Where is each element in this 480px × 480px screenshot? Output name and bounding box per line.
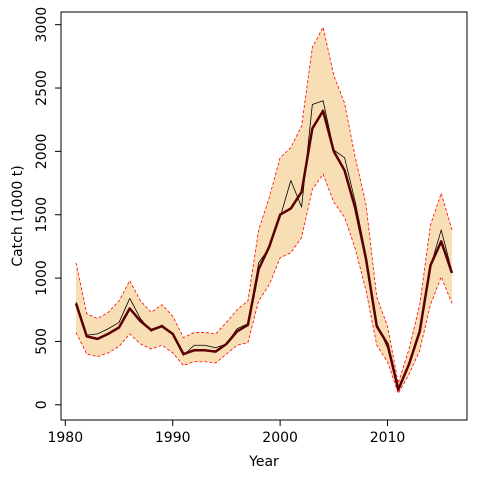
y-tick-label: 2500 bbox=[34, 70, 50, 106]
y-tick-label: 2000 bbox=[34, 134, 50, 170]
upper-bound bbox=[75, 26, 453, 384]
confidence-band bbox=[76, 27, 452, 394]
x-tick-label: 2000 bbox=[262, 430, 298, 446]
y-axis-label: Catch (1000 t) bbox=[10, 165, 26, 266]
plot-frame bbox=[60, 11, 468, 421]
y-tick-label: 0 bbox=[34, 400, 50, 409]
y-tick-label: 1000 bbox=[34, 260, 50, 296]
series-line bbox=[74, 109, 454, 391]
x-tick-label: 2010 bbox=[370, 430, 406, 446]
lower-bound bbox=[75, 173, 453, 395]
x-tick-label: 1990 bbox=[155, 430, 191, 446]
x-axis-label: Year bbox=[248, 454, 279, 470]
y-tick-label: 1500 bbox=[34, 197, 50, 233]
y-tick-label: 3000 bbox=[34, 7, 50, 43]
x-tick-label: 1980 bbox=[47, 430, 83, 446]
y-tick-label: 500 bbox=[34, 328, 50, 355]
